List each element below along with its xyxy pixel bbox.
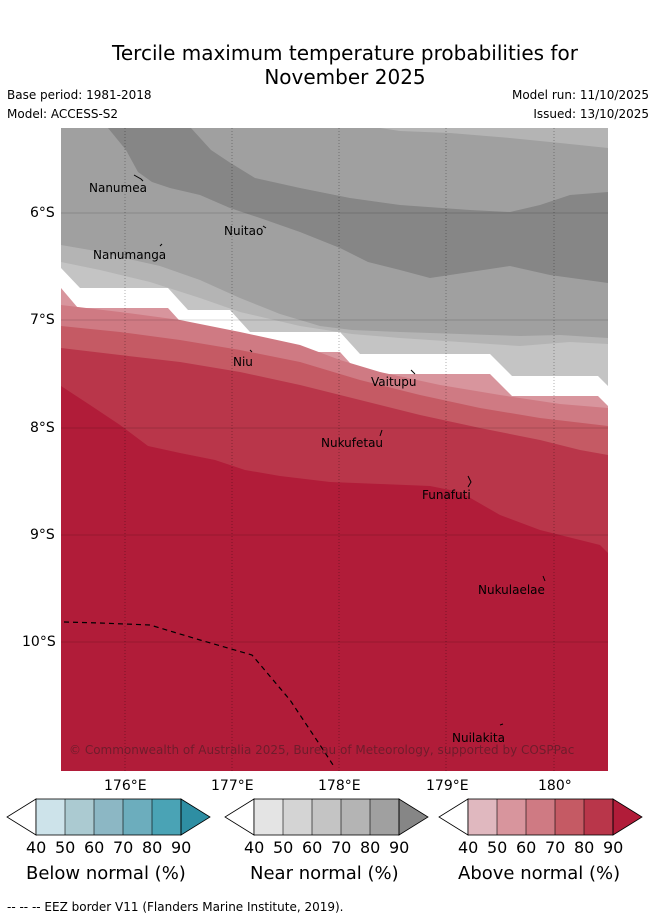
cb-above-tick-70: 70	[545, 838, 566, 857]
cb-near-80-90	[370, 799, 399, 835]
parallels	[61, 212, 608, 643]
cb-near-60-70	[312, 799, 341, 835]
cb-below-tick-50: 50	[55, 838, 76, 857]
colorbar-above	[438, 798, 643, 836]
cb-near-extend-high	[398, 798, 429, 836]
probability-bands	[61, 128, 608, 771]
issued-date: Issued: 13/10/2025	[533, 107, 649, 121]
cb-below-80-90	[152, 799, 181, 835]
cb-above-70-80	[555, 799, 584, 835]
lat-label-8s: 8°S	[30, 420, 55, 436]
label-nuitao: Nuitao	[224, 224, 264, 238]
island-nukufetau-shape	[379, 429, 383, 437]
cb-near-tick-50: 50	[273, 838, 294, 857]
colorbar-below	[6, 798, 211, 836]
cb-near-tick-70: 70	[331, 838, 352, 857]
islands	[133, 174, 546, 726]
cb-above-tick-90: 90	[603, 838, 624, 857]
cb-near-70-80	[341, 799, 370, 835]
cb-near-title: Near normal (%)	[250, 863, 399, 884]
cb-near-tick-80: 80	[360, 838, 381, 857]
colorbar-near	[224, 798, 429, 836]
band-near-80	[108, 128, 608, 283]
cb-above-title: Above normal (%)	[458, 863, 621, 884]
cb-above-extend-high	[612, 798, 643, 836]
cb-near-tick-60: 60	[302, 838, 323, 857]
cb-below-dividers	[64, 799, 153, 835]
cb-below-title: Below normal (%)	[26, 863, 186, 884]
cb-below-tick-80: 80	[142, 838, 163, 857]
label-nanumanga: Nanumanga	[93, 248, 167, 262]
island-funafuti-shape	[467, 475, 472, 488]
model-run: Model run: 11/10/2025	[511, 88, 649, 102]
map-title: Tercile maximum temperature probabilitie…	[0, 41, 655, 89]
cb-above-tick-40: 40	[458, 838, 479, 857]
label-nukufetau: Nukufetau	[321, 436, 384, 450]
cb-below-frame	[35, 798, 182, 836]
lon-label-180: 180°	[538, 778, 572, 794]
band-near-60	[380, 128, 608, 148]
cb-above-tick-80: 80	[574, 838, 595, 857]
island-nuilakita-shape	[499, 723, 504, 726]
cb-above-40-50	[468, 799, 497, 835]
lon-label-176: 176°E	[104, 778, 147, 794]
graticule	[124, 128, 555, 771]
cb-below-extend-low	[6, 798, 37, 836]
cb-below-tick-70: 70	[113, 838, 134, 857]
cb-below-tick-40: 40	[26, 838, 47, 857]
cb-below-50-60	[65, 799, 94, 835]
cb-near-frame	[253, 798, 400, 836]
island-nanumanga-shape	[159, 243, 163, 247]
cb-near-extend-low	[224, 798, 255, 836]
eez-footnote: -- -- -- EEZ border V11 (Flanders Marine…	[7, 900, 344, 914]
lon-label-177: 177°E	[211, 778, 254, 794]
lon-label-178: 178°E	[318, 778, 361, 794]
label-funafuti: Funafuti	[422, 488, 471, 502]
eez-border	[63, 621, 336, 769]
island-nanumea-shape	[133, 174, 144, 182]
model-name: Model: ACCESS-S2	[7, 107, 119, 121]
cb-near-40-50	[254, 799, 283, 835]
lat-label-7s: 7°S	[30, 312, 55, 328]
cb-above-dividers	[496, 799, 585, 835]
colorbars	[6, 798, 643, 836]
label-niu: Niu	[233, 355, 253, 369]
copyright-notice: © Commonwealth of Australia 2025, Bureau…	[69, 743, 575, 757]
cb-above-extend-low	[438, 798, 469, 836]
cb-near-50-60	[283, 799, 312, 835]
cb-below-extend-high	[180, 798, 211, 836]
band-above-90	[61, 386, 608, 771]
cb-above-50-60	[497, 799, 526, 835]
island-niu-shape	[249, 349, 253, 353]
island-nuitao-shape	[262, 225, 267, 229]
cb-above-tick-50: 50	[487, 838, 508, 857]
label-nuilakita: Nuilakita	[452, 731, 505, 745]
base-period: Base period: 1981-2018	[7, 88, 152, 102]
cb-above-80-90	[584, 799, 613, 835]
title-line-2: November 2025	[264, 65, 426, 89]
cb-near-dividers	[282, 799, 371, 835]
cb-above-60-70	[526, 799, 555, 835]
cb-near-tick-90: 90	[389, 838, 410, 857]
cb-below-tick-60: 60	[84, 838, 105, 857]
island-nukulaelae-shape	[542, 575, 546, 582]
cb-near-tick-40: 40	[244, 838, 265, 857]
lat-label-9s: 9°S	[30, 527, 55, 543]
cb-below-60-70	[94, 799, 123, 835]
cb-below-tick-90: 90	[171, 838, 192, 857]
label-nanumea: Nanumea	[89, 181, 147, 195]
label-vaitupu: Vaitupu	[371, 375, 417, 389]
cb-above-tick-60: 60	[516, 838, 537, 857]
cb-below-40-50	[36, 799, 65, 835]
lat-label-6s: 6°S	[30, 205, 55, 221]
lon-label-179: 179°E	[426, 778, 469, 794]
title-line-1: Tercile maximum temperature probabilitie…	[112, 41, 578, 65]
cb-below-70-80	[123, 799, 152, 835]
island-vaitupu-shape	[410, 369, 416, 375]
lat-label-10s: 10°S	[22, 634, 56, 650]
cb-above-frame	[467, 798, 614, 836]
label-nukulaelae: Nukulaelae	[478, 583, 545, 597]
